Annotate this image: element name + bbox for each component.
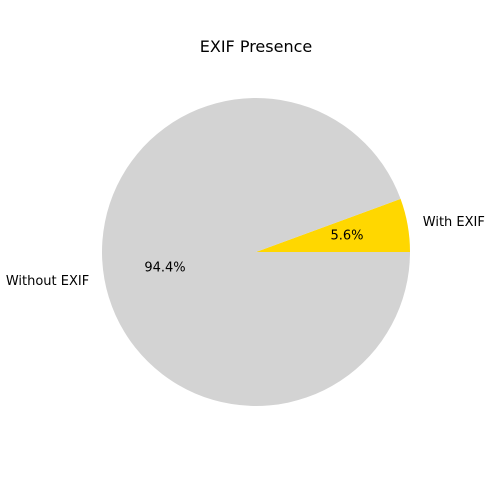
chart-title: EXIF Presence	[200, 37, 312, 56]
pie-slice-with-exif	[256, 198, 410, 252]
slice-label-without-exif: Without EXIF	[6, 274, 89, 289]
pie-slices	[101, 98, 410, 407]
slice-label-with-exif: With EXIF	[423, 215, 485, 230]
slice-value-label-with-exif: 5.6%	[330, 228, 363, 243]
slice-value-label-without-exif: 94.4%	[144, 261, 185, 276]
pie-labels: With EXIF 5.6% Without EXIF 94.4%	[6, 215, 485, 289]
pie-slice-without-exif	[101, 98, 410, 407]
